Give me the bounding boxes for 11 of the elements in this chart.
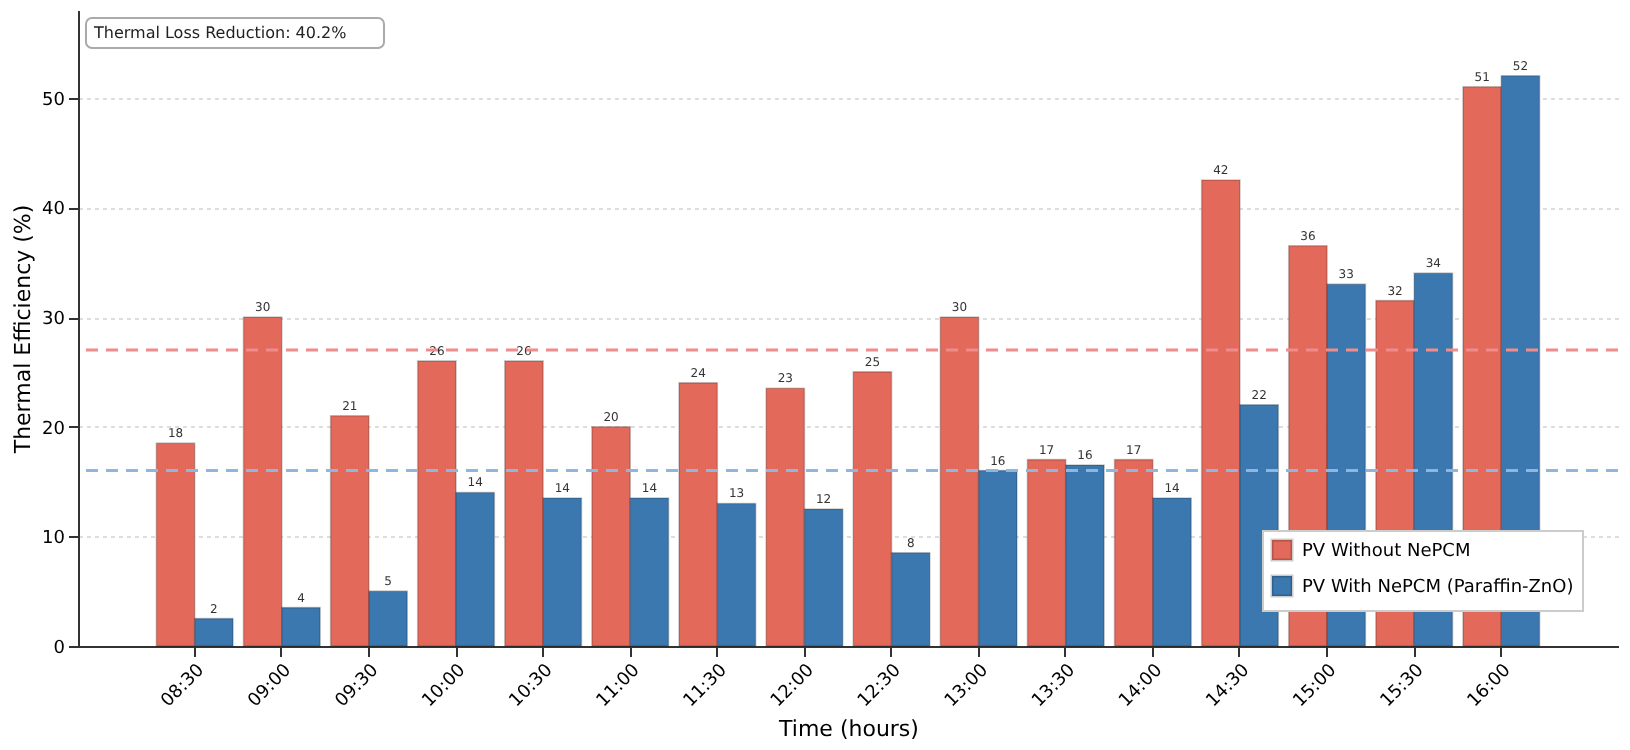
y-tick-label: 0 bbox=[53, 639, 66, 659]
y-axis-title: Thermal Efficiency (%) bbox=[10, 204, 37, 456]
y-tick-label: 40 bbox=[42, 200, 66, 221]
annotation: Thermal Loss Reduction: 40.2% bbox=[92, 24, 348, 42]
x-axis-title: Time (hours) bbox=[777, 716, 919, 743]
legend-label: PV With NePCM (Paraffin-ZnO) bbox=[1302, 578, 1574, 598]
y-tick-label: 50 bbox=[42, 90, 66, 111]
legend-label: PV Without NePCM bbox=[1302, 542, 1471, 562]
y-tick-label: 10 bbox=[42, 529, 66, 550]
y-tick-label: 30 bbox=[42, 310, 66, 331]
y-tick-label: 20 bbox=[42, 419, 66, 440]
